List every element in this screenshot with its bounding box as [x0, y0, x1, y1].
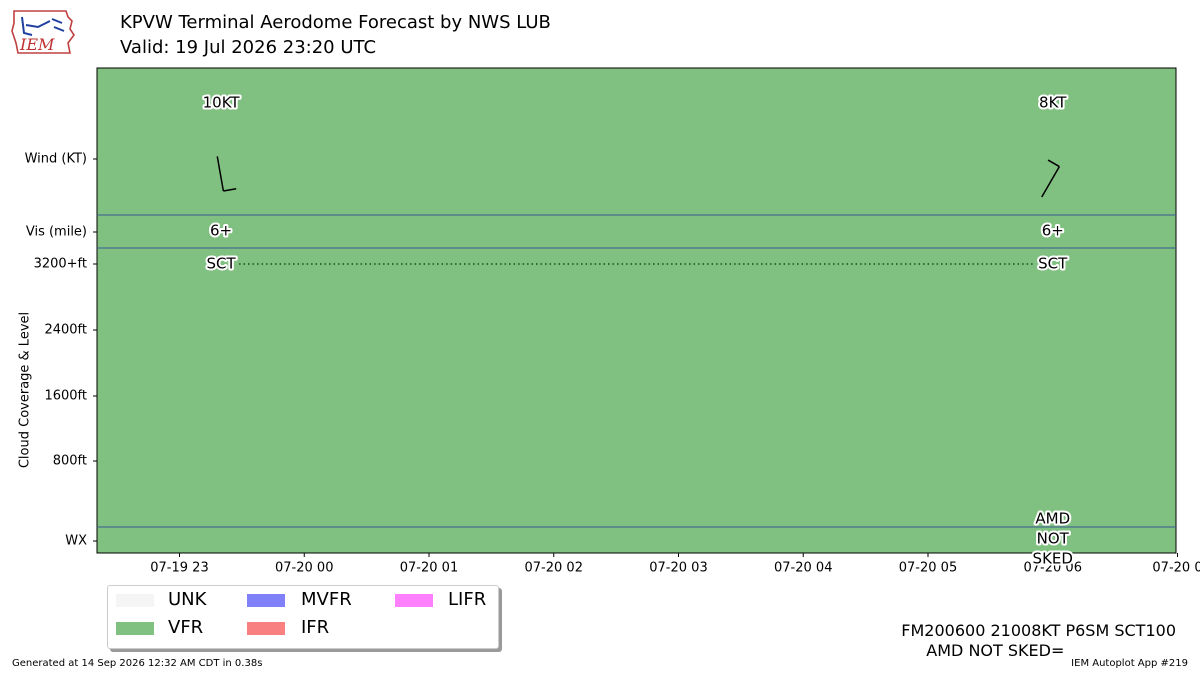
legend-swatch-mvfr — [247, 594, 285, 607]
x-tick-label-8: 07-20 0 — [1152, 561, 1200, 576]
legend-label-ifr: IFR — [301, 617, 330, 638]
wx-label-1-1: NOT — [1037, 530, 1070, 548]
vis-label-0: 6+ — [210, 222, 232, 240]
x-tick-label-4: 07-20 03 — [649, 561, 707, 576]
raw-taf-text: FM200600 21008KT P6SM SCT100 AMD NOT SKED… — [901, 621, 1176, 661]
wind-barb-flag-0 — [223, 188, 237, 192]
x-axis-labels: 07-19 23 07-20 00 07-20 01 07-20 02 07-20 03… — [150, 553, 1200, 576]
wx-label-1-2: SKED — [1033, 550, 1073, 568]
raw-taf-line1: FM200600 21008KT P6SM SCT100 — [901, 621, 1176, 640]
wind-speed-label-0: 10KT — [203, 94, 241, 112]
legend-label-unk: UNK — [168, 589, 207, 610]
ylabel-vis: Vis (mile) — [26, 225, 87, 240]
chart-subtitle: Valid: 19 Jul 2026 23:20 UTC — [120, 37, 377, 58]
wind-barb-staff-1 — [1041, 166, 1060, 198]
chart-title: KPVW Terminal Aerodome Forecast by NWS L… — [120, 12, 551, 33]
y-axis-labels: Wind (KT) Vis (mile) 3200+ft 2400ft 1600ft 80… — [18, 152, 97, 549]
y-axis-title: Cloud Coverage & Level — [18, 312, 33, 468]
x-tick-label-0: 07-19 23 — [150, 561, 208, 576]
wind-barb-staff-0 — [216, 156, 225, 192]
cloud-label-0: SCT — [206, 255, 236, 273]
wind-barb-flag-1 — [1047, 159, 1060, 168]
legend-label-vfr: VFR — [168, 617, 204, 638]
x-tick-label-1: 07-20 00 — [275, 561, 333, 576]
ylabel-cloud-3: 800ft — [53, 454, 87, 469]
x-tick-label-2: 07-20 01 — [400, 561, 458, 576]
x-tick-label-3: 07-20 02 — [525, 561, 583, 576]
x-tick-label-6: 07-20 05 — [899, 561, 957, 576]
forecast-marks: 10KT 6+ SCT 8KT 6+ SCT AMD NOT SKED — [201, 92, 1075, 570]
generated-timestamp: Generated at 14 Sep 2026 12:32 AM CDT in… — [12, 658, 263, 669]
legend: UNK MVFR LIFR VFR IFR — [107, 585, 499, 649]
legend-label-mvfr: MVFR — [301, 589, 352, 610]
raw-taf-line2: AMD NOT SKED= — [926, 641, 1065, 660]
ylabel-cloud-0: 3200+ft — [34, 257, 87, 272]
app-credit: IEM Autoplot App #219 — [1071, 658, 1188, 669]
legend-swatch-lifr — [395, 594, 433, 607]
wind-speed-label-1: 8KT — [1039, 94, 1067, 112]
ylabel-wind: Wind (KT) — [25, 152, 87, 167]
ylabel-wx: WX — [65, 534, 87, 549]
wx-label-1-0: AMD — [1035, 510, 1070, 528]
cloud-label-1: SCT — [1038, 255, 1068, 273]
legend-swatch-vfr — [116, 622, 154, 635]
vis-label-1: 6+ — [1042, 222, 1064, 240]
x-tick-label-7: 07-20 06 — [1024, 561, 1082, 576]
plot-area — [96, 67, 1177, 554]
legend-swatch-unk — [116, 594, 154, 607]
logo-text: IEM — [19, 35, 55, 54]
x-tick-label-5: 07-20 04 — [774, 561, 832, 576]
ylabel-cloud-2: 1600ft — [44, 389, 87, 404]
legend-swatch-ifr — [247, 622, 285, 635]
legend-label-lifr: LIFR — [448, 589, 487, 610]
ylabel-cloud-1: 2400ft — [44, 323, 87, 338]
flight-category-band — [96, 67, 1177, 554]
iem-logo: IEM — [11, 10, 75, 54]
